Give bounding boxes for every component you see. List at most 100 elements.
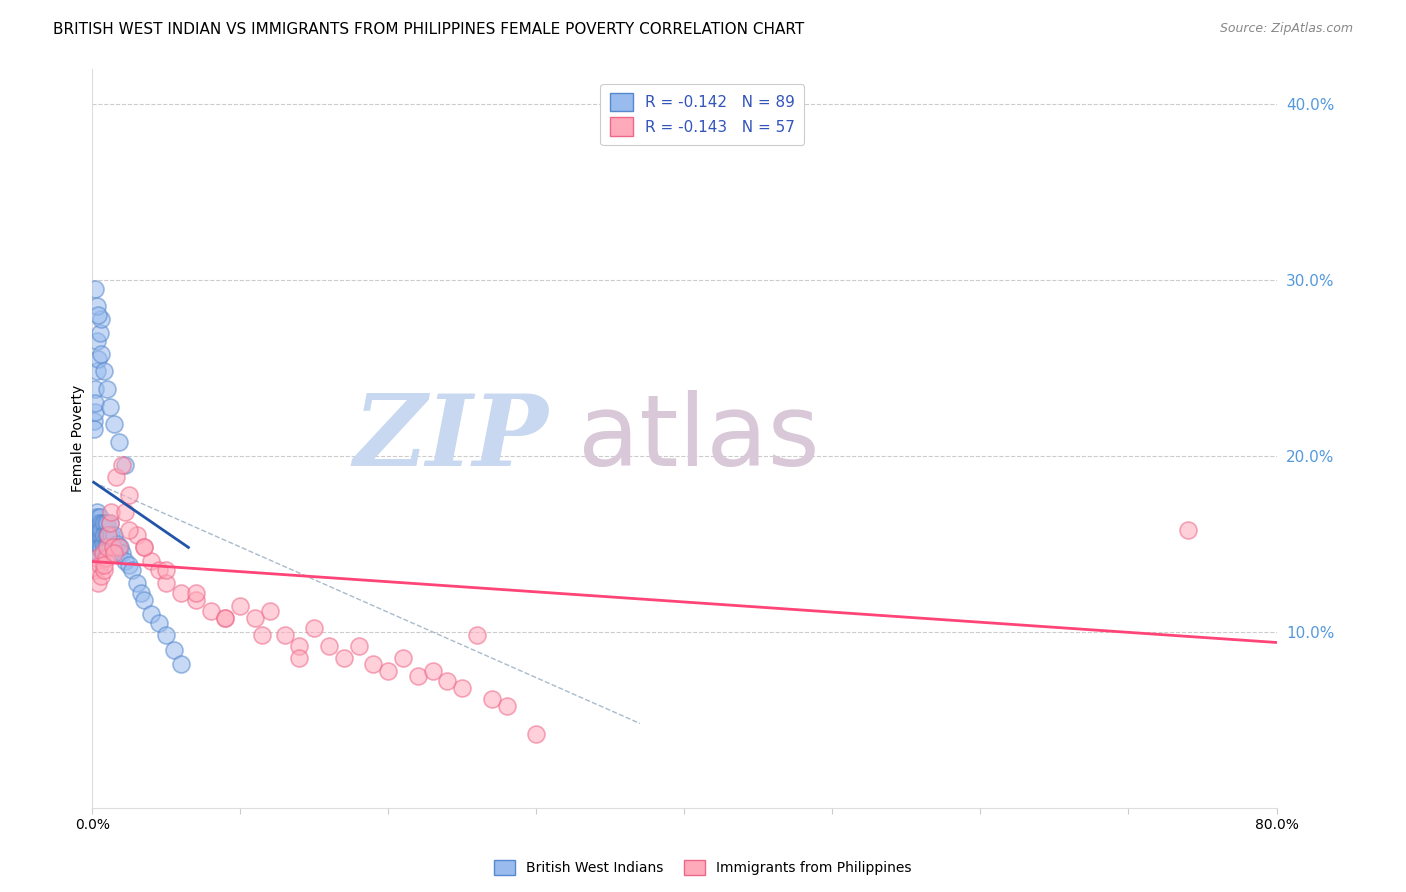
Point	[90, 528, 112, 542]
Point	[333, 651, 356, 665]
Text: atlas: atlas	[578, 390, 820, 487]
Point	[184, 593, 207, 607]
Text: BRITISH WEST INDIAN VS IMMIGRANTS FROM PHILIPPINES FEMALE POVERTY CORRELATION CH: BRITISH WEST INDIAN VS IMMIGRANTS FROM P…	[53, 22, 804, 37]
Text: ZIP: ZIP	[353, 390, 548, 486]
Point	[84, 563, 107, 577]
Point	[89, 326, 111, 340]
Point	[86, 533, 108, 548]
Point	[86, 546, 108, 560]
Point	[141, 554, 163, 568]
Point	[406, 669, 429, 683]
Point	[91, 537, 114, 551]
Point	[83, 528, 105, 542]
Point	[87, 546, 110, 560]
Point	[90, 347, 112, 361]
Point	[184, 586, 207, 600]
Point	[108, 541, 131, 555]
Point	[304, 621, 326, 635]
Point	[90, 311, 112, 326]
Point	[93, 516, 115, 530]
Point	[495, 698, 517, 713]
Point	[89, 528, 111, 542]
Point	[105, 537, 128, 551]
Point	[83, 537, 105, 551]
Legend: R = -0.142   N = 89, R = -0.143   N = 57: R = -0.142 N = 89, R = -0.143 N = 57	[600, 84, 804, 145]
Point	[84, 519, 107, 533]
Point	[481, 691, 503, 706]
Point	[96, 528, 118, 542]
Point	[100, 528, 122, 542]
Point	[465, 628, 488, 642]
Point	[214, 611, 236, 625]
Point	[347, 639, 370, 653]
Point	[148, 563, 170, 577]
Point	[87, 575, 110, 590]
Point	[86, 528, 108, 542]
Point	[118, 558, 141, 572]
Point	[101, 541, 124, 555]
Point	[87, 537, 110, 551]
Point	[89, 541, 111, 555]
Point	[90, 523, 112, 537]
Point	[103, 417, 125, 432]
Point	[89, 516, 111, 530]
Point	[111, 546, 134, 560]
Point	[422, 664, 444, 678]
Point	[87, 516, 110, 530]
Text: Source: ZipAtlas.com: Source: ZipAtlas.com	[1219, 22, 1353, 36]
Point	[83, 422, 105, 436]
Point	[90, 541, 112, 555]
Point	[86, 364, 108, 378]
Point	[101, 541, 124, 555]
Point	[363, 657, 385, 671]
Point	[318, 639, 340, 653]
Point	[91, 546, 114, 560]
Point	[155, 575, 177, 590]
Point	[1177, 523, 1199, 537]
Point	[111, 458, 134, 472]
Point	[162, 642, 184, 657]
Point	[84, 396, 107, 410]
Point	[132, 541, 155, 555]
Point	[436, 674, 458, 689]
Point	[377, 664, 399, 678]
Point	[89, 510, 111, 524]
Point	[87, 351, 110, 366]
Point	[86, 299, 108, 313]
Point	[125, 528, 148, 542]
Point	[170, 657, 193, 671]
Point	[93, 541, 115, 555]
Point	[243, 611, 266, 625]
Point	[86, 541, 108, 555]
Point	[84, 533, 107, 548]
Point	[94, 528, 117, 542]
Point	[132, 541, 155, 555]
Point	[451, 681, 474, 696]
Point	[125, 575, 148, 590]
Point	[93, 558, 115, 572]
Point	[87, 541, 110, 555]
Point	[96, 541, 118, 555]
Point	[86, 551, 108, 566]
Point	[103, 528, 125, 542]
Point	[104, 541, 127, 555]
Point	[141, 607, 163, 622]
Point	[118, 487, 141, 501]
Point	[96, 382, 118, 396]
Point	[121, 563, 143, 577]
Point	[84, 528, 107, 542]
Point	[118, 523, 141, 537]
Point	[114, 505, 136, 519]
Point	[86, 505, 108, 519]
Point	[89, 558, 111, 572]
Point	[214, 611, 236, 625]
Point	[86, 516, 108, 530]
Point	[98, 400, 121, 414]
Y-axis label: Female Poverty: Female Poverty	[72, 384, 86, 491]
Point	[97, 528, 120, 542]
Point	[87, 308, 110, 322]
Point	[84, 516, 107, 530]
Point	[273, 628, 295, 642]
Point	[288, 639, 311, 653]
Point	[132, 593, 155, 607]
